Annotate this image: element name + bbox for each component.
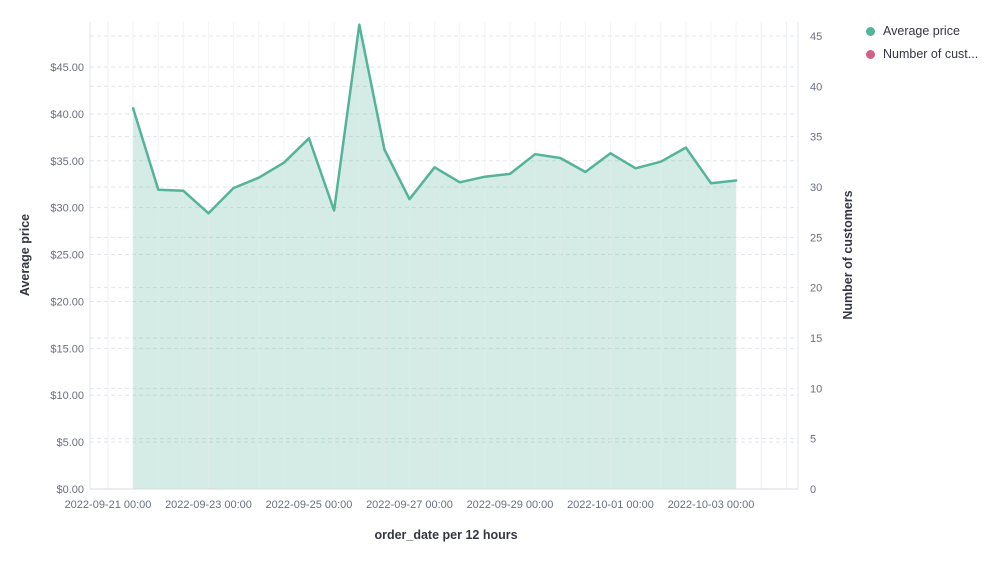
- legend-label-number-of-customers: Number of cust...: [883, 47, 979, 61]
- left-axis-tick-label: $5.00: [56, 437, 84, 449]
- left-axis-tick-label: $0.00: [56, 484, 84, 496]
- legend-item-average-price[interactable]: Average price: [866, 24, 978, 38]
- x-axis-tick-label: 2022-09-27 00:00: [366, 499, 453, 511]
- right-axis-tick-label: 25: [810, 232, 822, 244]
- left-axis-title: Average price: [18, 213, 32, 297]
- legend-item-number-of-customers[interactable]: Number of cust...: [866, 47, 978, 61]
- chart-legend: Average price Number of cust...: [866, 24, 978, 61]
- left-axis-tick-label: $30.00: [50, 203, 84, 215]
- average-price-line: [131, 23, 738, 215]
- x-axis-tick-label: 2022-09-29 00:00: [467, 499, 554, 511]
- left-axis-tick-label: $20.00: [50, 296, 84, 308]
- right-axis-tick-label: 40: [810, 81, 822, 93]
- right-axis-tick-label: 15: [810, 333, 822, 345]
- left-axis-tick-label: $25.00: [50, 250, 84, 262]
- left-axis-tick-label: $40.00: [50, 109, 84, 121]
- legend-dot-average-price: [866, 26, 875, 36]
- x-axis-tick-label: 2022-09-23 00:00: [165, 499, 252, 511]
- right-axis-tick-label: 30: [810, 182, 822, 194]
- left-axis-tick-label: $10.00: [50, 390, 84, 402]
- x-axis-tick-label: 2022-10-01 00:00: [567, 499, 654, 511]
- right-axis-tick-label: 20: [810, 283, 822, 295]
- right-axis-tick-label: 5: [810, 434, 816, 446]
- average-price-area: [133, 24, 737, 490]
- legend-label-average-price: Average price: [883, 24, 960, 38]
- left-axis-tick-label: $45.00: [50, 62, 84, 74]
- left-axis-tick-label: $15.00: [50, 343, 84, 355]
- right-axis-tick-label: 0: [810, 484, 816, 496]
- x-axis-title: order_date per 12 hours: [374, 528, 518, 542]
- x-axis-tick-label: 2022-09-25 00:00: [266, 499, 353, 511]
- x-axis-tick-label: 2022-10-03 00:00: [668, 499, 755, 511]
- right-axis-tick-label: 35: [810, 132, 822, 144]
- x-axis-tick-label: 2022-09-21 00:00: [65, 499, 152, 511]
- right-axis-tick-label: 10: [810, 383, 822, 395]
- legend-dot-number-of-customers: [866, 49, 875, 59]
- left-axis-tick-label: $35.00: [50, 156, 84, 168]
- right-axis-title: Number of customers: [841, 190, 855, 320]
- right-axis-tick-label: 45: [810, 31, 822, 43]
